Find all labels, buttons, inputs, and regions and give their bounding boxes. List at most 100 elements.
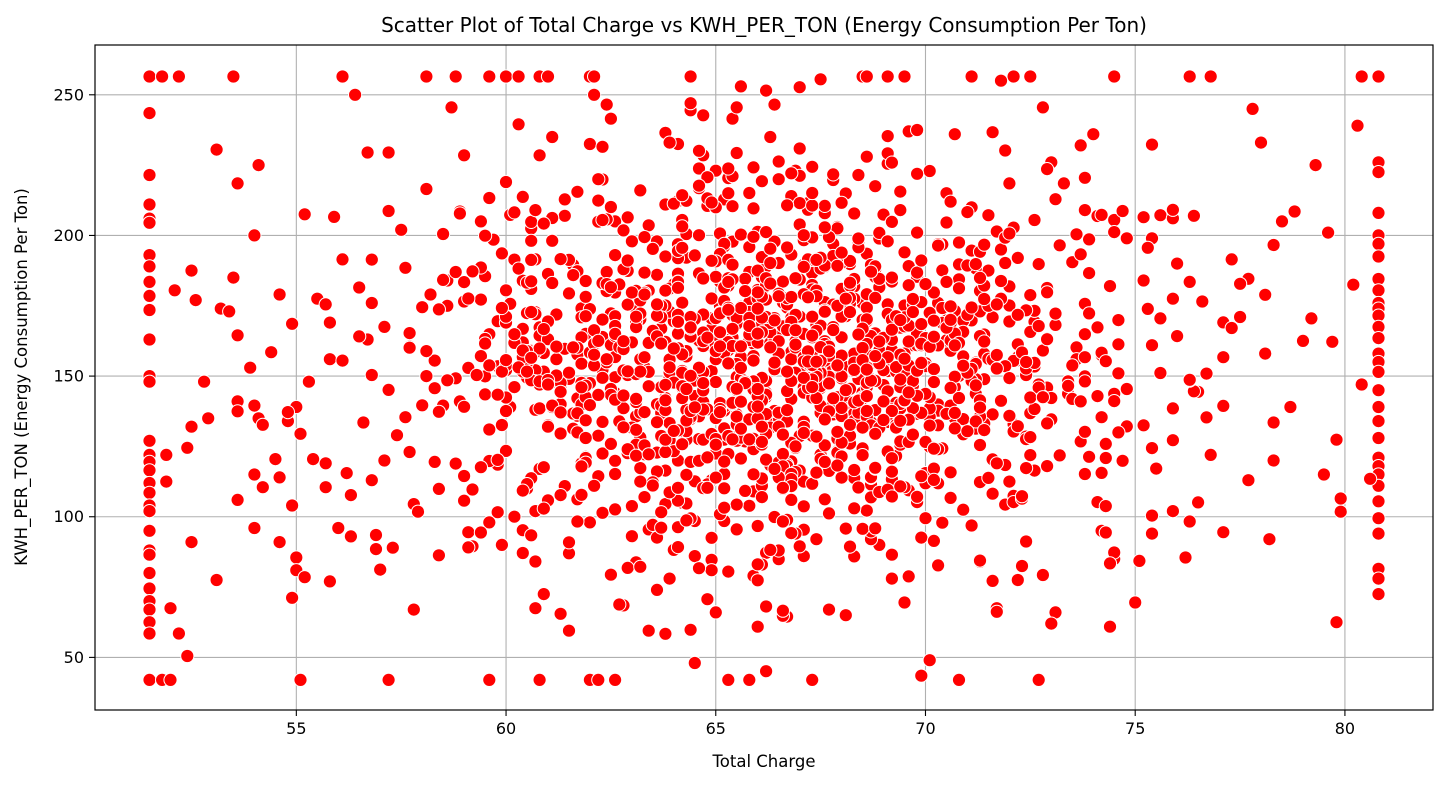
data-point — [993, 73, 1009, 88]
data-point — [343, 488, 358, 503]
data-point — [1241, 473, 1256, 488]
data-point — [985, 125, 1000, 140]
data-point — [750, 518, 765, 534]
data-point — [524, 214, 539, 229]
data-point — [142, 433, 157, 448]
data-point — [817, 304, 832, 319]
data-point — [750, 381, 765, 397]
data-point — [951, 390, 967, 406]
data-point — [297, 207, 312, 222]
data-point — [637, 405, 652, 420]
data-point — [1102, 556, 1118, 571]
data-point — [1170, 329, 1185, 344]
data-point — [763, 241, 778, 256]
data-point — [834, 470, 849, 485]
data-point — [1102, 279, 1118, 294]
data-point — [868, 179, 883, 194]
data-point — [775, 514, 791, 529]
data-point — [348, 87, 363, 102]
data-point — [746, 467, 761, 482]
data-point — [436, 272, 451, 287]
data-point — [1077, 424, 1093, 439]
data-point — [381, 672, 396, 688]
data-point — [1371, 526, 1386, 541]
data-point — [805, 198, 820, 213]
data-point — [1061, 378, 1076, 393]
data-point — [1010, 307, 1025, 322]
data-point — [1216, 398, 1231, 413]
data-point — [633, 559, 648, 574]
data-point — [788, 323, 803, 338]
data-point — [1140, 301, 1155, 316]
x-tick-label: 80 — [1335, 719, 1355, 738]
data-point — [570, 184, 585, 199]
data-point — [595, 312, 610, 327]
data-point — [817, 438, 832, 453]
data-point — [964, 300, 979, 315]
data-point — [431, 548, 446, 563]
data-point — [926, 329, 942, 344]
data-point — [410, 504, 426, 519]
data-point — [1111, 366, 1126, 381]
data-point — [142, 167, 157, 183]
data-point — [780, 403, 795, 418]
data-point — [645, 241, 660, 256]
data-point — [884, 214, 900, 229]
data-point — [683, 96, 698, 111]
data-point — [515, 545, 530, 561]
data-point — [377, 319, 392, 334]
data-point — [1023, 390, 1038, 405]
data-point — [1040, 162, 1055, 177]
data-point — [872, 225, 887, 240]
data-point — [1002, 474, 1017, 489]
data-point — [884, 571, 900, 586]
data-point — [817, 198, 832, 213]
data-point — [1040, 285, 1055, 300]
data-point — [931, 238, 946, 253]
data-point — [524, 274, 539, 289]
data-point — [297, 570, 312, 585]
data-point — [951, 672, 967, 688]
data-point — [620, 253, 635, 268]
data-point — [608, 453, 623, 468]
data-point — [729, 145, 744, 161]
data-point — [880, 234, 895, 249]
data-point — [247, 467, 262, 482]
data-point — [876, 412, 891, 428]
data-point — [180, 648, 195, 664]
data-point — [1098, 354, 1113, 369]
data-point — [742, 432, 757, 447]
data-point — [1077, 327, 1093, 342]
data-point — [1321, 225, 1336, 240]
data-point — [943, 380, 958, 395]
data-point — [1371, 494, 1386, 509]
data-point — [511, 261, 526, 276]
data-point — [1199, 366, 1214, 381]
data-point — [926, 362, 942, 377]
data-point — [691, 161, 707, 176]
data-point — [1266, 453, 1281, 468]
data-point — [436, 226, 451, 242]
data-point — [1144, 441, 1160, 456]
data-point — [1006, 69, 1021, 84]
data-point — [1065, 358, 1080, 373]
data-point — [511, 69, 526, 84]
data-point — [402, 326, 417, 341]
data-point — [167, 283, 182, 298]
data-point — [343, 529, 358, 544]
data-point — [1371, 249, 1386, 264]
data-point — [473, 292, 488, 307]
data-point — [524, 252, 539, 267]
data-point — [1258, 346, 1273, 361]
data-point — [910, 225, 925, 240]
data-point — [750, 557, 765, 572]
data-point — [142, 302, 157, 318]
data-point — [918, 511, 933, 526]
data-point — [389, 428, 405, 443]
data-point — [222, 304, 237, 319]
data-point — [1014, 489, 1030, 504]
data-point — [247, 520, 262, 536]
data-point — [926, 441, 942, 456]
data-point — [729, 100, 744, 115]
data-point — [763, 129, 778, 145]
